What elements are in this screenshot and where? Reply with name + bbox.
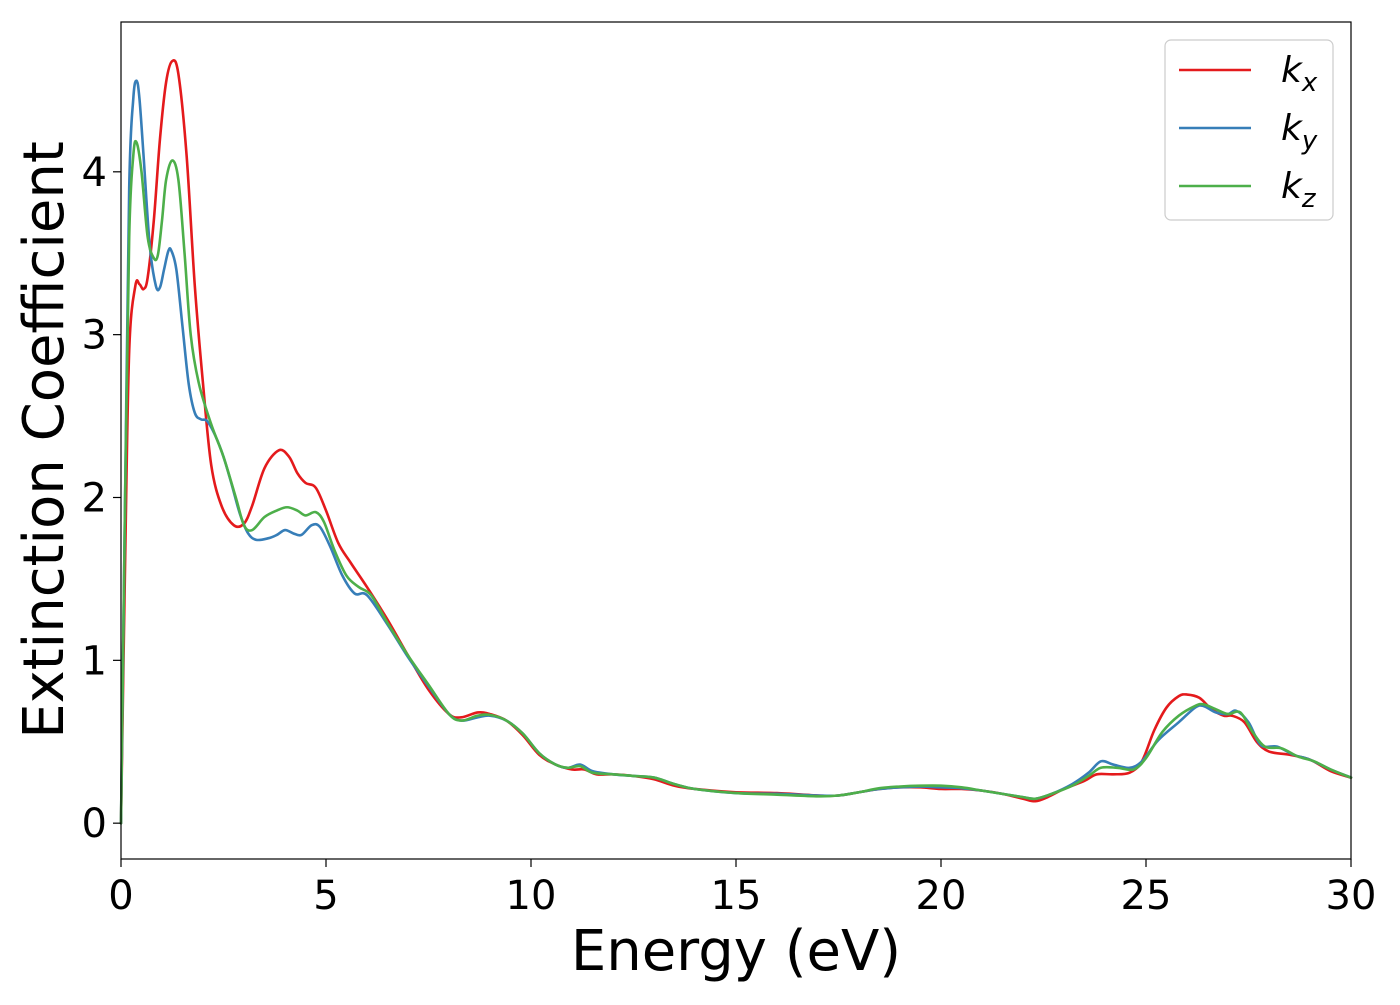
- series-line-kz: [119, 139, 1353, 825]
- legend-subscript: x: [1301, 68, 1318, 98]
- x-tick-label: 20: [916, 873, 967, 919]
- x-tick-label: 15: [711, 873, 762, 919]
- x-tick-label: 10: [506, 873, 557, 919]
- x-tick-label: 30: [1326, 873, 1377, 919]
- y-axis-title: Extinction Coefficient: [12, 141, 77, 739]
- x-tick-label: 25: [1121, 873, 1172, 919]
- legend-box: [1164, 39, 1334, 221]
- legend-label-kx: kx: [1281, 50, 1318, 98]
- x-axis-title: Energy (eV): [571, 919, 901, 984]
- ticks-layer: 0 5 10 15 20 25 30 0 1 2 3 4: [82, 150, 1377, 919]
- series-layer: [119, 59, 1353, 825]
- y-tick-label: 4: [82, 150, 107, 196]
- y-tick-label: 0: [82, 801, 107, 847]
- y-tick-label: 1: [82, 638, 107, 684]
- y-tick-label: 3: [82, 313, 107, 359]
- legend-subscript: y: [1301, 126, 1318, 156]
- x-tick-label: 0: [108, 873, 133, 919]
- y-tick-label: 2: [82, 475, 107, 521]
- legend-subscript: z: [1301, 184, 1317, 214]
- x-tick-label: 5: [313, 873, 338, 919]
